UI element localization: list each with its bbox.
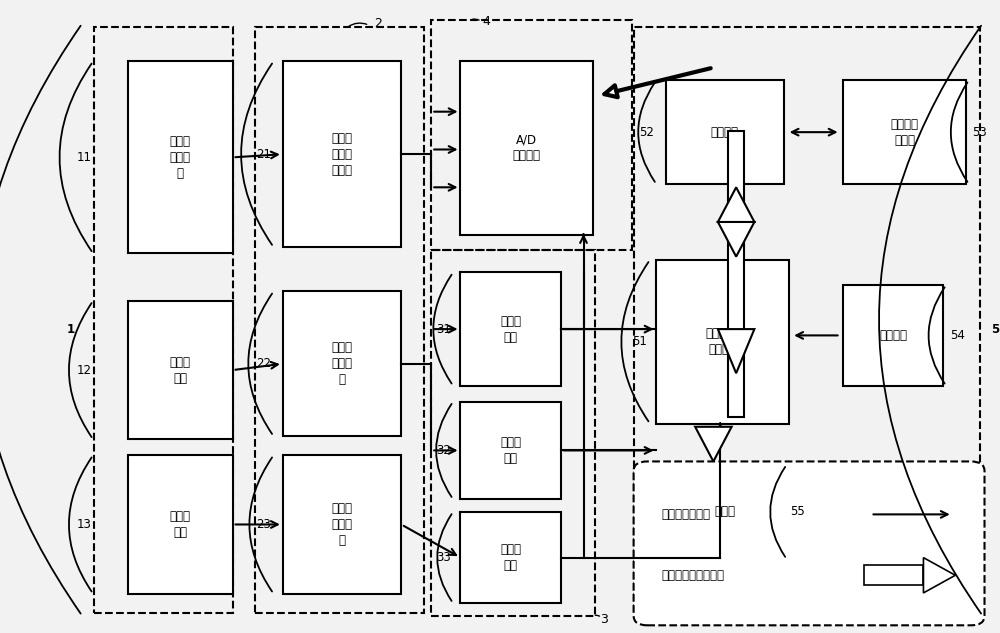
Text: 电压采
样放大
器: 电压采 样放大 器 (331, 502, 352, 547)
Bar (728, 130, 744, 417)
Bar (283, 291, 401, 436)
Text: 控制或数据方向: 控制或数据方向 (661, 508, 710, 521)
Polygon shape (695, 427, 732, 461)
Text: 键盘模块: 键盘模块 (879, 329, 907, 342)
Bar (94, 27, 233, 613)
Text: 电压互
感器: 电压互 感器 (170, 510, 191, 539)
Text: 13: 13 (77, 518, 92, 531)
Text: 微处理器: 微处理器 (711, 126, 739, 139)
Text: 23: 23 (256, 518, 271, 531)
Bar (864, 565, 923, 586)
Text: 22: 22 (256, 357, 271, 370)
Polygon shape (718, 187, 754, 222)
Bar (634, 27, 980, 613)
Text: 55: 55 (790, 505, 805, 518)
Bar (283, 455, 401, 594)
Text: 复杂可编程
逻辑器件: 复杂可编程 逻辑器件 (705, 327, 740, 356)
Text: 53: 53 (973, 126, 987, 139)
Bar (656, 260, 789, 423)
Text: 21: 21 (256, 147, 271, 161)
Text: 5: 5 (991, 323, 1000, 335)
Text: 第二放
大器: 第二放 大器 (500, 436, 521, 465)
Text: 3: 3 (601, 613, 608, 625)
Text: 54: 54 (950, 329, 965, 342)
Bar (431, 20, 632, 250)
Text: 11: 11 (77, 151, 92, 164)
Bar (255, 27, 424, 613)
Text: 参考电
压互感
器: 参考电 压互感 器 (170, 135, 191, 180)
Text: 4: 4 (482, 15, 490, 28)
Text: 51: 51 (633, 335, 647, 348)
Text: 存储器接
口模块: 存储器接 口模块 (891, 118, 919, 147)
Bar (128, 455, 233, 594)
Text: 第一放
大器: 第一放 大器 (500, 315, 521, 344)
Bar (283, 61, 401, 247)
Text: 参考电
压采样
放大器: 参考电 压采样 放大器 (331, 132, 352, 177)
Text: 32: 32 (436, 444, 451, 457)
Text: 12: 12 (77, 363, 92, 377)
Text: 31: 31 (436, 323, 451, 335)
Text: 2: 2 (375, 17, 382, 30)
Text: 电流采
样放大
器: 电流采 样放大 器 (331, 341, 352, 386)
Text: 第三放
大器: 第三放 大器 (500, 543, 521, 572)
Bar (460, 512, 561, 603)
Text: 总线通讯及数据方向: 总线通讯及数据方向 (661, 569, 724, 582)
Bar (843, 285, 943, 386)
Bar (666, 80, 784, 184)
Bar (843, 80, 966, 184)
Text: A/D
转换模块: A/D 转换模块 (513, 134, 541, 163)
Bar (460, 61, 593, 235)
Polygon shape (923, 558, 955, 593)
Text: 33: 33 (436, 551, 451, 564)
Bar (460, 272, 561, 386)
Text: 1: 1 (66, 323, 74, 335)
FancyBboxPatch shape (634, 461, 985, 625)
Bar (431, 250, 595, 616)
Bar (128, 61, 233, 253)
Bar (460, 401, 561, 499)
Text: 显示器: 显示器 (714, 505, 735, 518)
Polygon shape (718, 329, 754, 373)
Bar (666, 465, 784, 559)
Text: 52: 52 (639, 126, 654, 139)
Text: 电流互
感器: 电流互 感器 (170, 356, 191, 385)
Polygon shape (718, 222, 754, 256)
Bar (128, 301, 233, 439)
